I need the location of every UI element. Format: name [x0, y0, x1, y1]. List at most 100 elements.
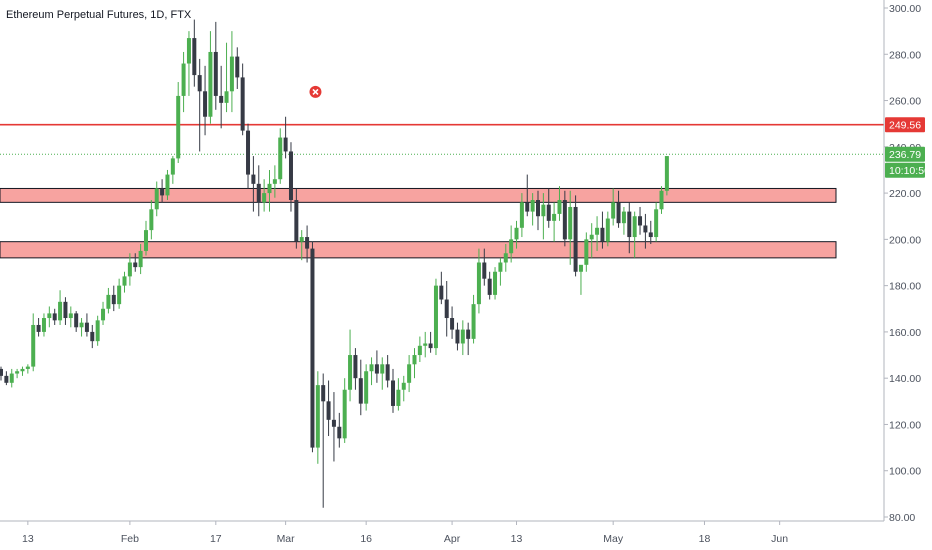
candle-body	[428, 343, 433, 349]
candle	[605, 211, 610, 247]
candle-body	[256, 183, 261, 203]
candle-body	[578, 264, 583, 272]
candle-body	[106, 294, 111, 309]
candle	[348, 329, 353, 402]
candle-body	[278, 137, 283, 180]
candle	[476, 248, 481, 314]
candle-body	[9, 373, 14, 383]
candle	[95, 315, 100, 346]
candle	[278, 128, 283, 184]
candle-body	[638, 216, 643, 226]
candle	[235, 47, 240, 89]
candle-body	[514, 227, 519, 240]
candle-body	[165, 174, 170, 196]
candle	[621, 206, 626, 235]
candle-body	[240, 77, 245, 131]
candle	[15, 368, 20, 379]
candle	[219, 65, 224, 129]
candle	[337, 412, 342, 448]
candle-body	[111, 294, 116, 305]
candle-body	[95, 320, 100, 342]
candle-body	[364, 371, 369, 404]
candle	[439, 271, 444, 305]
x-tick-label: Jun	[771, 533, 788, 545]
candle-body	[246, 130, 251, 175]
zone-rect-1	[0, 187, 837, 203]
candle-body	[101, 308, 106, 321]
alert-marker[interactable]	[309, 85, 322, 98]
candle	[595, 216, 600, 251]
candle-body	[15, 371, 20, 374]
candle	[444, 281, 449, 337]
y-tick-label: 160.00	[889, 327, 921, 339]
candle-body	[192, 38, 197, 76]
candle	[208, 31, 213, 124]
candle-body	[299, 237, 304, 242]
candle-body	[4, 375, 9, 383]
candle	[74, 311, 79, 332]
candle-body	[503, 253, 508, 263]
candle-body	[562, 200, 567, 240]
candle-body	[358, 378, 363, 404]
candle-body	[181, 63, 186, 96]
candle-body	[380, 364, 385, 374]
candle	[90, 324, 95, 349]
candle	[638, 206, 643, 235]
candle	[353, 348, 358, 390]
candle-body	[433, 285, 438, 349]
candle-body	[396, 389, 401, 406]
x-tick-label: Feb	[121, 533, 139, 545]
candle-body	[616, 202, 621, 224]
candle-body	[444, 299, 449, 319]
y-tick-label: 220.00	[889, 188, 921, 200]
last-price-tag-box	[885, 146, 925, 162]
candle	[493, 267, 498, 300]
candle-body	[541, 204, 546, 217]
last-price-tag-label: 236.79	[889, 149, 921, 161]
candle	[460, 320, 465, 356]
candle-body	[611, 202, 616, 219]
candle	[213, 21, 218, 110]
candle-body	[476, 262, 481, 305]
candle-body	[412, 355, 417, 365]
candle	[192, 19, 197, 87]
candle	[509, 225, 514, 263]
candle	[310, 241, 315, 453]
x-tick-label: 17	[210, 533, 222, 545]
candle	[294, 188, 299, 249]
candle-body	[573, 206, 578, 272]
candle	[47, 306, 52, 328]
candle	[385, 355, 390, 388]
y-tick-label: 200.00	[889, 234, 921, 246]
candle-body	[600, 227, 605, 242]
candle-body	[267, 183, 272, 194]
candle-body	[546, 204, 551, 221]
candle	[283, 116, 288, 159]
candle	[584, 232, 589, 272]
candle-body	[466, 329, 471, 339]
candle-body	[25, 366, 30, 369]
candle-body	[138, 250, 143, 268]
x-tick-label: 18	[699, 533, 711, 545]
candle	[568, 190, 573, 265]
candle	[20, 366, 25, 376]
candle-body	[68, 313, 73, 319]
candle	[84, 313, 89, 337]
candle	[600, 211, 605, 249]
countdown-tag-box	[885, 162, 925, 178]
candle-body	[90, 331, 95, 342]
candle-body	[391, 380, 396, 406]
candle-body	[117, 285, 122, 305]
candle-body	[530, 200, 535, 212]
candle-body	[310, 248, 315, 448]
candle-body	[589, 234, 594, 240]
candle	[525, 174, 530, 217]
candle-body	[251, 174, 256, 184]
y-tick-label: 80.00	[889, 512, 915, 524]
candle-body	[621, 211, 626, 224]
candle	[589, 223, 594, 258]
candle	[251, 156, 256, 212]
candle	[68, 306, 73, 328]
candle	[36, 318, 41, 337]
